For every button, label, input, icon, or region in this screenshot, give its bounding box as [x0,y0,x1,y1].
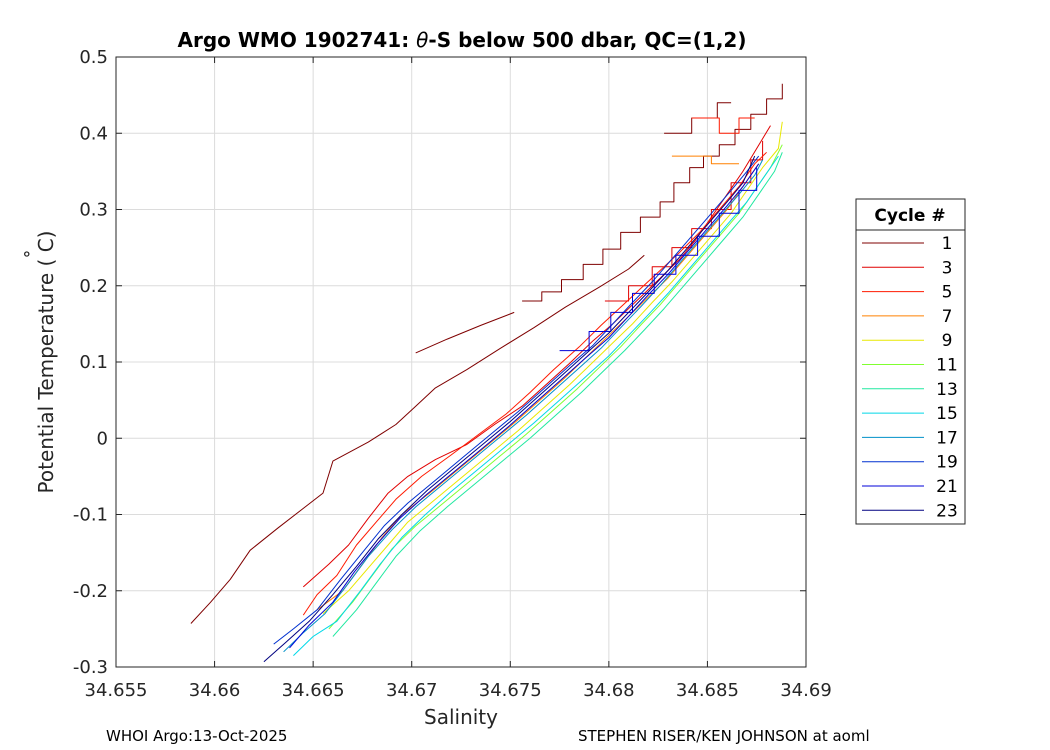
legend-label-9: 9 [942,331,953,351]
legend-label-7: 7 [942,307,953,327]
x-tick-label: 34.66 [189,680,241,701]
y-tick-label: 0.1 [79,352,108,373]
legend-label-11: 11 [936,356,958,376]
y-axis-label-group: Potential Temperature ( C) ˚ [23,231,58,494]
x-tick-label: 34.67 [386,680,438,701]
series-cycle-13 [332,152,783,637]
legend-label-1: 1 [942,234,953,254]
x-axis-ticks: 34.655 34.66 34.665 34.67 34.675 34.68 34.685 3… [85,57,832,701]
series-line-cycle-13 [332,152,783,637]
title-prefix: Argo WMO 1902741: [178,28,417,52]
series-cycle-23 [263,155,756,663]
title-suffix: -S below 500 dbar, QC=(1,2) [428,28,746,52]
x-tick-label: 34.69 [780,680,832,701]
y-tick-label: 0.3 [79,200,108,221]
series-line-cycle-1 [190,254,645,624]
x-tick-label: 34.68 [583,680,635,701]
title-theta-symbol: θ [416,28,428,52]
series-line-cycle-9 [322,121,783,614]
series-line-cycle-1 [522,83,783,302]
x-tick-label: 34.685 [676,680,739,701]
legend-label-5: 5 [942,283,953,303]
series-cycle-1 [190,83,783,624]
series-layer [190,83,783,663]
legend-label-3: 3 [942,258,953,278]
y-axis-label: Potential Temperature ( C) [34,231,58,494]
series-line-cycle-15 [293,155,779,656]
series-line-cycle-7 [316,163,760,611]
chart-title: Argo WMO 1902741: θ-S below 500 dbar, QC… [178,28,747,52]
series-cycle-5 [302,117,767,616]
legend-label-17: 17 [936,428,958,448]
footer-left: WHOI Argo:13-Oct-2025 [106,727,287,745]
series-line-cycle-19 [273,155,760,645]
legend-title: Cycle # [874,206,945,226]
y-tick-label: 0 [97,428,108,449]
y-tick-label: -0.2 [73,581,108,602]
series-cycle-15 [293,155,779,656]
series-line-cycle-17 [283,159,764,653]
y-tick-label: -0.3 [73,657,108,678]
series-line-cycle-5 [691,117,755,134]
y-axis-ticks: -0.3 -0.2 -0.1 0 0.1 0.2 0.3 0.4 0.5 [73,47,806,678]
y-tick-label: 0.5 [79,47,108,68]
series-line-cycle-11 [328,144,783,630]
footer-right: STEPHEN RISER/KEN JOHNSON at aoml [578,727,870,745]
y-tick-label: 0.2 [79,276,108,297]
y-tick-label: -0.1 [73,505,108,526]
series-line-cycle-1 [415,311,515,354]
series-cycle-19 [273,155,760,645]
x-tick-label: 34.655 [85,680,148,701]
series-cycle-17 [283,159,764,653]
series-line-cycle-3 [302,125,771,588]
x-tick-label: 34.665 [282,680,345,701]
legend-label-15: 15 [936,404,958,424]
series-line-cycle-7 [671,155,739,165]
series-line-cycle-23 [263,155,756,663]
legend-label-19: 19 [936,453,958,473]
y-axis-degree-sign: ˚ [23,249,47,259]
series-cycle-7 [316,155,760,611]
x-axis-label: Salinity [424,705,498,729]
series-cycle-9 [322,121,783,614]
legend-label-21: 21 [936,477,958,497]
series-cycle-11 [328,144,783,630]
x-tick-label: 34.675 [479,680,542,701]
legend-label-23: 23 [936,501,958,521]
legend-box [855,198,966,525]
y-tick-label: 0.4 [79,123,108,144]
series-line-cycle-5 [302,151,767,616]
legend-label-13: 13 [936,380,958,400]
